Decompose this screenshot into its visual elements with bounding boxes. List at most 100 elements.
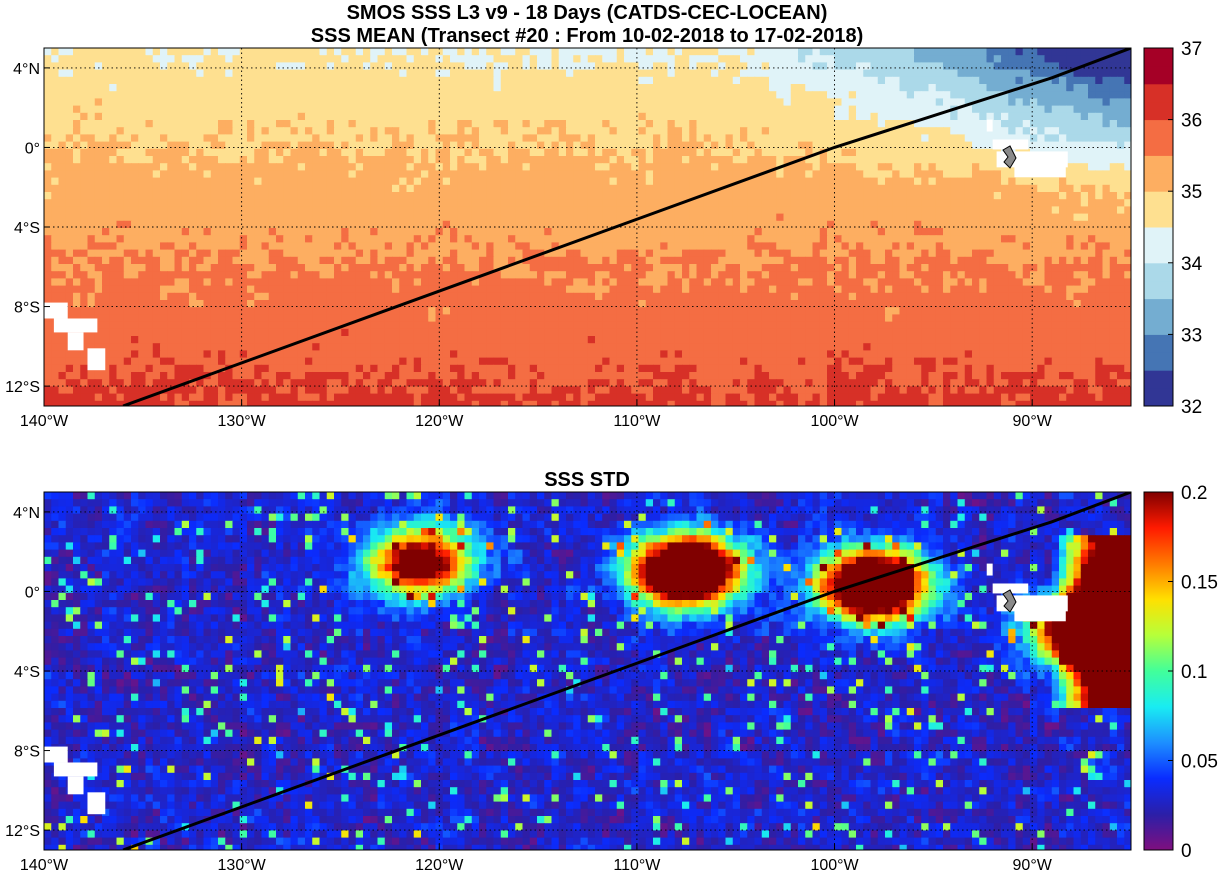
heatmap-cell [769,141,777,150]
heatmap-cell [703,228,712,236]
heatmap-cell [131,148,139,157]
heatmap-cell [392,249,400,258]
heatmap-cell [341,278,350,287]
heatmap-cell [493,170,502,179]
heatmap-cell [645,235,654,243]
heatmap-cell [174,242,183,251]
heatmap-cell [471,105,480,114]
heatmap-cell [486,134,495,143]
heatmap-cell [196,120,205,128]
heatmap-cell [167,120,176,128]
heatmap-cell [899,264,908,272]
heatmap-cell [798,184,806,193]
heatmap-cell [363,55,371,63]
heatmap-cell [689,156,698,164]
heatmap-cell [515,220,524,229]
heatmap-cell [653,91,661,99]
heatmap-cell [370,98,379,107]
heatmap-cell [529,105,538,114]
heatmap-cell [863,184,872,193]
heatmap-cell [384,242,393,251]
heatmap-cell [819,156,828,164]
heatmap-cell [196,278,205,287]
heatmap-cell [370,148,379,157]
heatmap-cell [718,235,727,243]
heatmap-cell [609,62,618,71]
heatmap-cell [841,69,850,78]
heatmap-cell [363,278,371,287]
heatmap-cell [769,206,777,215]
heatmap-cell [725,76,734,85]
heatmap-cell [696,127,705,135]
heatmap-cell [1008,112,1017,121]
heatmap-cell [1059,199,1067,207]
heatmap-cell [73,55,81,63]
heatmap-cell [486,84,495,92]
heatmap-cell [848,120,857,128]
heatmap-cell [283,285,292,294]
heatmap-cell [1124,206,1131,215]
heatmap-cell [1066,228,1075,236]
heatmap-cell [94,62,103,71]
heatmap-cell [848,192,857,200]
heatmap-cell [116,213,125,222]
heatmap-cell [529,213,538,222]
heatmap-cell [754,278,763,287]
heatmap-cell [1095,271,1104,279]
heatmap-cell [348,112,357,121]
heatmap-cell [297,271,306,279]
heatmap-cell [769,249,777,258]
heatmap-cell [247,235,255,243]
heatmap-cell [247,184,255,193]
heatmap-cell [892,206,901,215]
heatmap-cell [1037,235,1046,243]
heatmap-cell [406,98,415,107]
heatmap-cell [921,177,930,186]
heatmap-cell [1001,76,1009,85]
heatmap-cell [326,184,335,193]
heatmap-cell [377,76,386,85]
heatmap-cell [870,148,879,157]
heatmap-cell [609,112,618,121]
heatmap-cell [51,134,60,143]
heatmap-cell [218,141,226,150]
heatmap-cell [696,55,705,63]
heatmap-cell [160,84,168,92]
heatmap-cell [254,285,263,294]
heatmap-cell [276,148,284,157]
heatmap-cell [181,105,190,114]
heatmap-cell [732,271,741,279]
heatmap-cell [370,91,379,99]
heatmap-cell [428,242,437,251]
heatmap-cell [993,55,1002,63]
heatmap-cell [174,134,183,143]
heatmap-cell [123,249,132,258]
heatmap-cell [856,170,864,179]
heatmap-cell [776,148,785,157]
heatmap-cell [711,249,719,258]
heatmap-cell [457,156,466,164]
heatmap-cell [225,242,234,251]
heatmap-cell [109,264,118,272]
heatmap-cell [435,120,444,128]
heatmap-cell [972,278,980,287]
heatmap-cell [464,242,473,251]
heatmap-cell [1008,127,1017,135]
heatmap-cell [486,170,495,179]
heatmap-cell [914,177,922,186]
heatmap-cell [573,105,582,114]
heatmap-cell [493,206,502,215]
heatmap-cell [877,163,886,171]
heatmap-cell [979,98,988,107]
heatmap-cell [500,156,509,164]
heatmap-cell [921,127,930,135]
heatmap-cell [870,105,879,114]
heatmap-cell [827,156,835,164]
heatmap-cell [1088,141,1096,150]
heatmap-cell [1037,278,1046,287]
heatmap-cell [790,91,799,99]
heatmap-cell [1001,112,1009,121]
heatmap-cell [138,199,147,207]
heatmap-cell [798,69,806,78]
